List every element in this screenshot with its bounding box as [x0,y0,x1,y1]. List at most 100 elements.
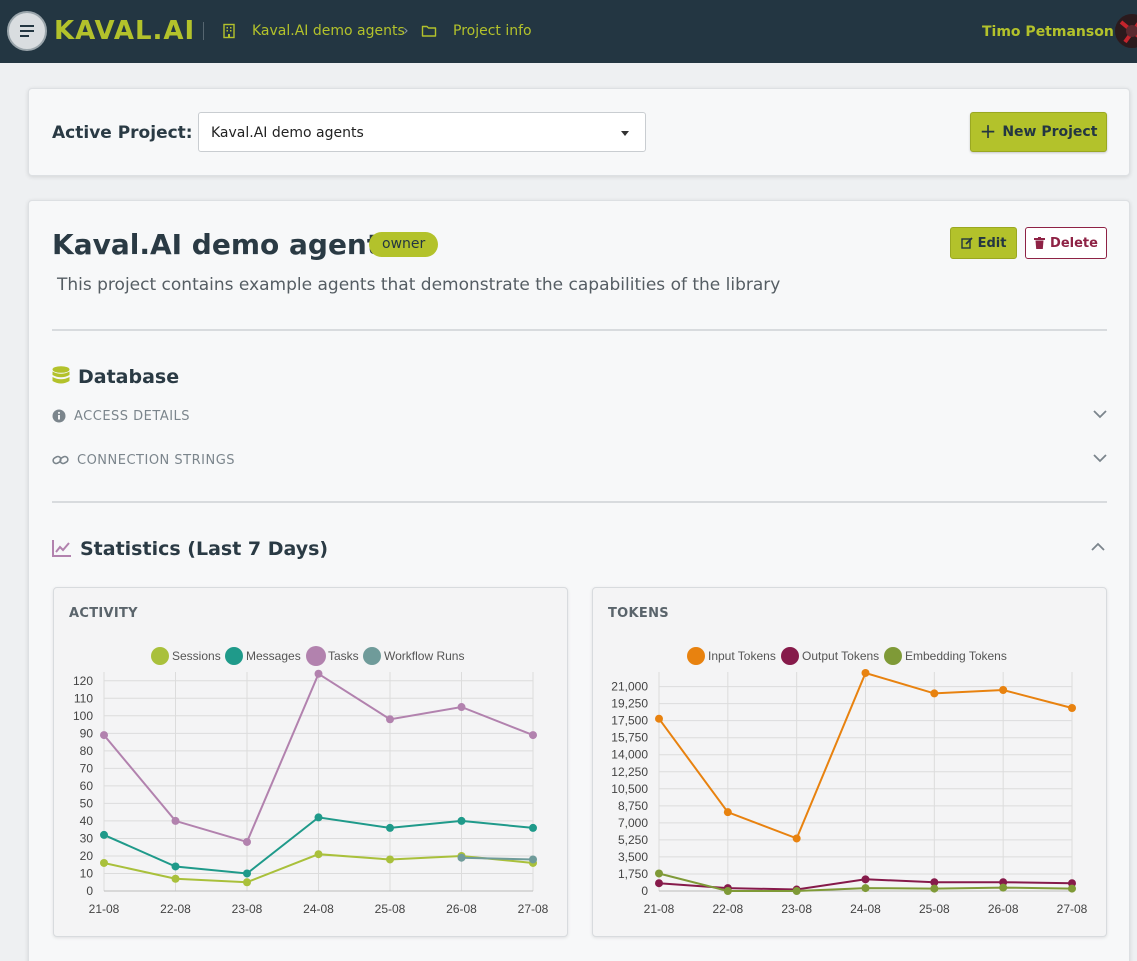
chevron-down-icon [1093,454,1107,463]
divider [52,501,1107,503]
x-tick-label: 25-08 [919,902,950,916]
y-tick-label: 7,000 [618,816,648,830]
data-point-input-tokens[interactable] [930,689,939,698]
project-select[interactable]: Kaval.AI demo agents [198,112,646,152]
data-point-sessions[interactable] [386,855,394,864]
divider [203,22,204,40]
delete-label: Delete [1050,235,1098,251]
delete-button[interactable]: Delete [1025,227,1107,259]
x-tick-label: 21-08 [89,902,120,916]
activity-chart-card: ACTIVITY 0 10 20 30 40 50 60 70 80 90 100 110 120 21-… [53,587,568,937]
role-badge: owner [369,232,439,257]
active-project-label: Active Project: [52,123,193,143]
data-point-tasks[interactable] [100,731,108,740]
chart-title: TOKENS [608,606,669,621]
data-point-workflow-runs[interactable] [529,855,537,864]
new-project-label: New Project [1002,124,1098,140]
top-bar: KAVAL.AI Kaval.AI demo agents › Project … [0,0,1137,63]
data-point-messages[interactable] [529,823,537,832]
data-point-sessions[interactable] [243,878,251,887]
data-point-tasks[interactable] [314,669,323,678]
x-tick-label: 26-08 [446,902,477,916]
data-point-embedding-tokens[interactable] [655,869,663,878]
legend-swatch-sessions[interactable] [151,647,169,665]
y-tick-label: 0 [641,884,648,898]
legend-label-embedding-tokens[interactable]: Embedding Tokens [905,649,1007,663]
data-point-tasks[interactable] [457,703,466,712]
data-point-embedding-tokens[interactable] [930,884,939,893]
y-tick-label: 100 [73,709,93,723]
data-point-sessions[interactable] [100,858,108,867]
data-point-sessions[interactable] [314,850,323,859]
x-tick-label: 25-08 [375,902,406,916]
statistics-title: Statistics (Last 7 Days) [80,538,329,560]
data-point-embedding-tokens[interactable] [792,887,801,895]
legend-label-sessions[interactable]: Sessions [172,649,221,663]
breadcrumb-project[interactable]: Kaval.AI demo agents [252,23,405,39]
legend-label-output-tokens[interactable]: Output Tokens [802,649,879,663]
data-point-messages[interactable] [457,816,466,825]
legend-label-input-tokens[interactable]: Input Tokens [708,649,776,663]
data-point-embedding-tokens[interactable] [999,883,1008,892]
building-icon [223,23,235,39]
data-point-output-tokens[interactable] [930,878,939,887]
data-point-messages[interactable] [171,862,180,871]
legend-swatch-input-tokens[interactable] [687,647,705,665]
data-point-embedding-tokens[interactable] [1068,884,1076,893]
y-tick-label: 120 [73,674,93,688]
data-point-output-tokens[interactable] [861,875,870,884]
data-point-messages[interactable] [243,869,251,878]
data-point-input-tokens[interactable] [792,834,801,843]
breadcrumb-project-info[interactable]: Project info [453,23,532,39]
legend-label-workflow-runs[interactable]: Workflow Runs [384,649,464,663]
user-name[interactable]: Timo Petmanson [982,24,1114,40]
data-point-input-tokens[interactable] [1068,704,1076,713]
y-tick-label: 30 [80,831,94,845]
tokens-chart: 0 1,750 3,500 5,250 7,000 8,750 10,500 12,250 14… [611,647,1088,916]
legend-swatch-workflow-runs[interactable] [363,647,381,665]
connection-strings-label: CONNECTION STRINGS [77,453,236,468]
data-point-input-tokens[interactable] [723,808,732,817]
data-point-messages[interactable] [100,830,108,839]
data-point-messages[interactable] [314,813,323,822]
data-point-tasks[interactable] [171,816,180,825]
edit-button[interactable]: Edit [950,227,1017,259]
legend-swatch-tasks[interactable] [306,646,326,666]
y-tick-label: 0 [86,884,93,898]
data-point-tasks[interactable] [386,715,394,724]
connection-strings-toggle[interactable]: CONNECTION STRINGS [52,450,1107,472]
data-point-input-tokens[interactable] [861,668,870,677]
data-point-tasks[interactable] [529,731,537,740]
legend-label-messages[interactable]: Messages [246,649,301,663]
chevron-up-icon[interactable] [1091,542,1105,551]
divider [52,329,1107,331]
breadcrumb-separator: › [403,23,409,39]
data-point-embedding-tokens[interactable] [861,884,870,893]
edit-label: Edit [977,235,1007,251]
menu-button[interactable] [7,11,47,51]
new-project-button[interactable]: + New Project [970,112,1107,152]
avatar[interactable] [1115,14,1137,48]
legend-swatch-embedding-tokens[interactable] [884,647,902,665]
y-tick-label: 60 [80,779,94,793]
data-point-input-tokens[interactable] [999,686,1008,695]
brand-logo[interactable]: KAVAL.AI [54,16,196,46]
data-point-sessions[interactable] [171,874,180,883]
data-point-messages[interactable] [386,823,394,832]
access-details-toggle[interactable]: ACCESS DETAILS [52,406,1107,428]
legend-label-tasks[interactable]: Tasks [328,649,359,663]
data-point-embedding-tokens[interactable] [723,887,732,895]
legend-swatch-output-tokens[interactable] [781,647,799,665]
chart-title: ACTIVITY [69,606,138,621]
y-tick-label: 21,000 [611,680,648,694]
database-title: Database [78,366,180,388]
x-tick-label: 26-08 [988,902,1019,916]
y-tick-label: 15,750 [611,731,648,745]
legend-swatch-messages[interactable] [225,647,243,665]
data-point-input-tokens[interactable] [655,714,663,723]
data-point-output-tokens[interactable] [655,879,663,888]
data-point-tasks[interactable] [243,837,251,846]
data-point-workflow-runs[interactable] [457,853,466,862]
x-tick-label: 22-08 [160,902,191,916]
y-tick-label: 14,000 [611,748,648,762]
